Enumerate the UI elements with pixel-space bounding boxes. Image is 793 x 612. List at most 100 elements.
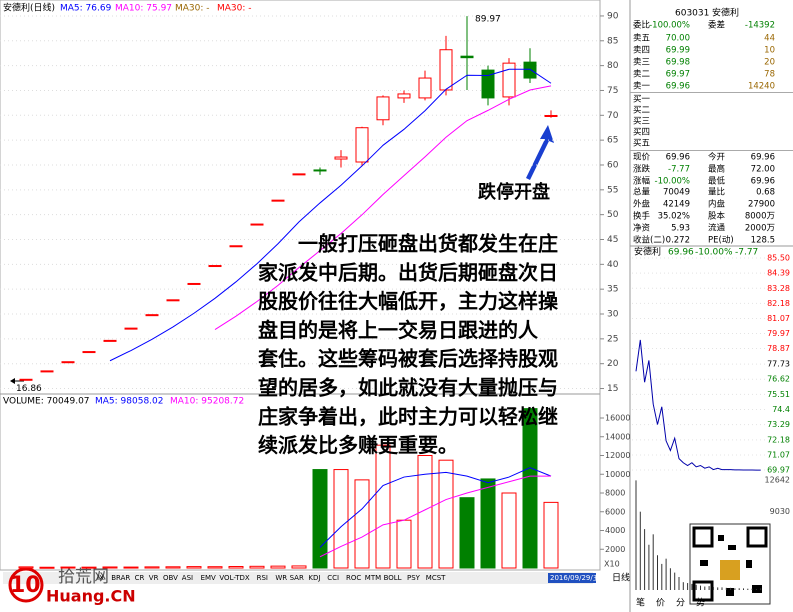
indicator-tab[interactable]: EMV — [201, 574, 216, 582]
candle-body — [250, 223, 264, 226]
volume-ma10: MA10: 95208.72 — [170, 397, 244, 407]
quote-cell: 69.96 — [751, 177, 775, 187]
side-tab[interactable]: 势 — [696, 597, 705, 609]
volume-bar — [165, 566, 181, 569]
y-tick-label: 73.29 — [767, 420, 790, 429]
quote-cell: 现价 — [633, 153, 651, 163]
y-tick-label: 90 — [607, 11, 619, 21]
intraday-pct: -10.00% — [695, 248, 733, 258]
indicator-tab[interactable]: BRAR — [111, 574, 130, 582]
indicator-tab[interactable]: ASI — [182, 574, 193, 582]
indicator-tab[interactable]: MTM — [365, 574, 381, 582]
intraday-line — [635, 339, 761, 471]
tab-bar — [3, 572, 593, 584]
arrow — [526, 125, 554, 180]
volume-bar — [459, 497, 475, 569]
quote-cell: 流通 — [708, 223, 726, 234]
quote-cell: 买五 — [633, 139, 651, 149]
volume-bar — [543, 501, 559, 569]
indicator-tab[interactable]: MCST — [426, 574, 446, 582]
arrow-label: 跌停开盘 — [478, 181, 550, 203]
candle-body — [187, 282, 201, 285]
y-tick-label: 10000 — [605, 470, 630, 479]
quote-cell: 总量 — [633, 187, 651, 198]
indicator-tab[interactable]: ROC — [346, 574, 361, 582]
intraday-name: 安德利 — [634, 246, 661, 258]
chart-title: 安德利(日线) — [3, 2, 55, 14]
quote-cell: 69.99 — [666, 46, 690, 56]
candle-body — [19, 378, 33, 381]
indicator-tab[interactable]: SAR — [290, 574, 304, 582]
candle-body — [229, 245, 243, 248]
y-tick-label: 12642 — [765, 476, 790, 485]
annotation-text: 股股价往往大幅低开，主力这样操 — [258, 289, 559, 313]
quote-cell: 0.68 — [756, 188, 775, 198]
y-tick-label: 50 — [607, 210, 619, 220]
y-tick-label: 83.28 — [767, 284, 790, 293]
candle-body — [61, 361, 75, 364]
side-tab[interactable]: 分 — [676, 598, 685, 609]
period-tab[interactable]: 日线 — [612, 572, 630, 584]
y-tick-label: 85 — [607, 36, 618, 46]
y-tick-label: 72.18 — [767, 435, 790, 444]
quote-cell: 5.93 — [671, 224, 690, 234]
y-tick-label: 71.07 — [767, 450, 790, 459]
stock-code: 603031 — [675, 9, 709, 19]
volume-bar — [312, 469, 328, 569]
volume-bar — [207, 566, 223, 569]
y-tick-label: 14000 — [605, 432, 630, 441]
ma10-line — [214, 85, 552, 330]
indicator-tab[interactable]: VR — [149, 574, 159, 582]
candle-body — [271, 199, 285, 202]
side-tab[interactable]: 价 — [656, 598, 665, 609]
candle-body — [418, 77, 432, 99]
indicator-tab[interactable]: OBV — [163, 574, 178, 582]
y-tick-label: 20 — [607, 359, 619, 369]
quote-cell: 8000万 — [745, 212, 775, 222]
quote-cell: 涨幅 — [633, 176, 651, 187]
quote-cell: 收益(二) — [633, 235, 665, 246]
candle-body — [166, 299, 180, 302]
indicator-tab[interactable]: BOLL — [384, 574, 402, 582]
volume-bar — [228, 566, 244, 569]
quote-cell: 买一 — [633, 95, 651, 105]
indicator-tab[interactable]: CCI — [327, 574, 339, 582]
side-tab[interactable]: 笔 — [636, 597, 645, 609]
quote-cell: 委差 — [708, 20, 725, 31]
y-tick-label: 79.97 — [767, 329, 790, 338]
volume-bar — [291, 565, 307, 569]
candle-body — [355, 127, 369, 163]
quote-cell: 卖三 — [633, 58, 650, 68]
candle-body — [208, 265, 222, 268]
volume-bar — [438, 459, 454, 569]
indicator-tab[interactable]: WR — [275, 574, 287, 582]
y-tick-label: 76.62 — [767, 375, 790, 384]
volume-bar — [501, 492, 517, 569]
volume-bar — [522, 408, 538, 569]
indicator-tab[interactable]: VOL-TDX — [219, 574, 250, 582]
quote-cell: 股本 — [708, 211, 726, 222]
quote-cell: 今开 — [708, 152, 726, 163]
indicator-tab[interactable]: CR — [135, 574, 145, 582]
annotation-text: 续派发比多赚更重要。 — [258, 433, 458, 457]
quote-cell: 128.5 — [751, 236, 775, 246]
volume-bar — [18, 566, 34, 569]
y-tick-label: 30 — [607, 310, 619, 320]
candle-body — [124, 327, 138, 330]
candle-body — [397, 93, 411, 99]
candle-body — [313, 169, 327, 172]
candle-body — [334, 156, 348, 160]
logo-mark: 10 — [10, 573, 41, 598]
volume-bar — [60, 566, 76, 569]
indicator-tab[interactable]: IX — [97, 574, 104, 582]
indicator-tab[interactable]: RSI — [257, 574, 268, 582]
quote-cell: 涨跌 — [633, 164, 651, 175]
indicator-tab[interactable]: KDJ — [308, 574, 320, 582]
y-tick-label: 60 — [607, 160, 619, 170]
y-tick-label: 9030 — [770, 507, 790, 516]
quote-cell: -14392 — [745, 21, 775, 31]
y-tick-label: 55 — [607, 185, 618, 195]
indicator-tab[interactable]: PSY — [407, 574, 421, 582]
candle-body — [523, 61, 537, 79]
volume-bar — [144, 566, 160, 569]
